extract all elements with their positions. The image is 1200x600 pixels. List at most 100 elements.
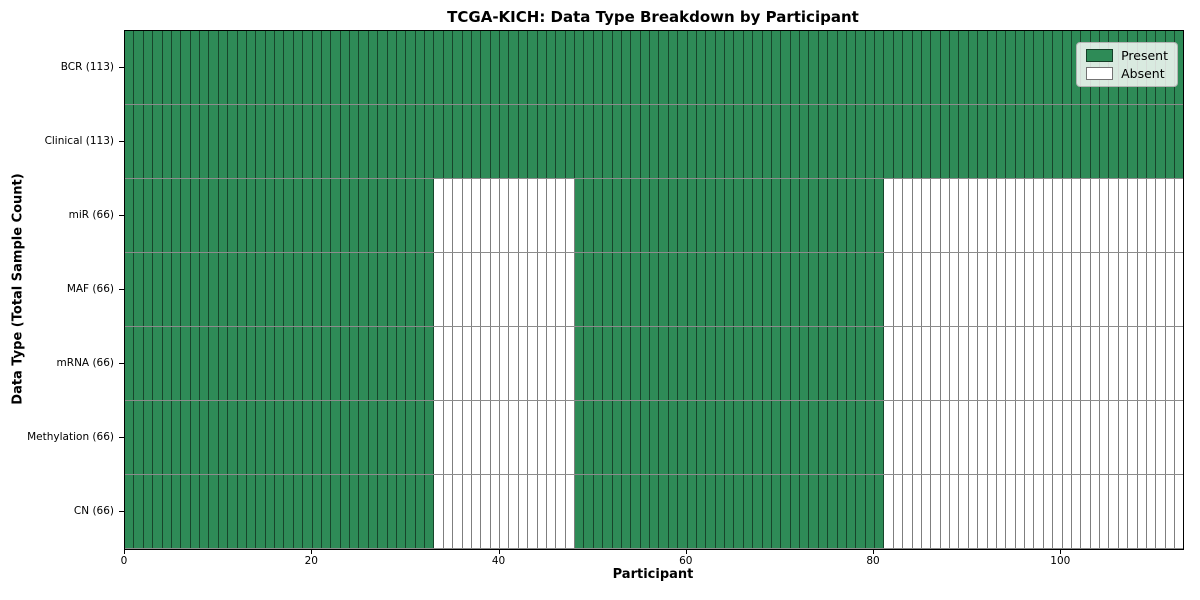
y-tick-label: BCR (113) [60, 60, 114, 73]
heatmap-cell [875, 105, 885, 178]
heatmap-cell [181, 475, 191, 548]
heatmap-cell [1100, 179, 1110, 252]
heatmap-cell [678, 253, 688, 326]
heatmap-cell [359, 31, 369, 104]
heatmap-cell [162, 253, 172, 326]
heatmap-cell [565, 179, 575, 252]
heatmap-cell [809, 31, 819, 104]
heatmap-cell [678, 327, 688, 400]
heatmap-cell [284, 327, 294, 400]
heatmap-cell [668, 105, 679, 178]
heatmap-cell [518, 253, 529, 326]
heatmap-cell [218, 179, 229, 252]
heatmap-cell [490, 401, 500, 474]
heatmap-cell [959, 31, 969, 104]
heatmap-cell [668, 31, 679, 104]
heatmap-cell [762, 475, 772, 548]
heatmap-cell [584, 475, 594, 548]
heatmap-cell [621, 31, 632, 104]
heatmap-cell [490, 327, 500, 400]
heatmap-cell [1071, 401, 1082, 474]
heatmap-cell [696, 105, 707, 178]
heatmap-cell [284, 105, 294, 178]
heatmap-cell [875, 179, 885, 252]
heatmap-cell [153, 31, 163, 104]
heatmap-cell [265, 253, 275, 326]
heatmap-cell [556, 105, 566, 178]
heatmap-cell [434, 401, 444, 474]
heatmap-cell [584, 253, 594, 326]
heatmap-cell [284, 475, 294, 548]
heatmap-cell [828, 401, 838, 474]
heatmap-cell [462, 105, 472, 178]
heatmap-cell [809, 475, 819, 548]
heatmap-cell [256, 105, 266, 178]
heatmap-cell [781, 105, 791, 178]
heatmap-cell [134, 401, 144, 474]
heatmap-cell [1006, 253, 1016, 326]
heatmap-cell [209, 31, 219, 104]
heatmap-cell [134, 475, 144, 548]
heatmap-cell [1128, 179, 1138, 252]
heatmap-cell [1034, 179, 1044, 252]
heatmap-cell [246, 253, 257, 326]
heatmap-cell [650, 253, 660, 326]
heatmap-cell [762, 179, 772, 252]
heatmap-cell [1025, 401, 1035, 474]
heatmap-cell [715, 31, 725, 104]
heatmap-cell [565, 253, 575, 326]
heatmap-cell [659, 105, 669, 178]
heatmap-cell [931, 105, 941, 178]
heatmap-cell [818, 105, 829, 178]
heatmap-cell [921, 179, 932, 252]
absent-swatch [1086, 67, 1114, 80]
heatmap-cell [462, 475, 472, 548]
heatmap-cell [537, 31, 547, 104]
heatmap-cell [546, 253, 557, 326]
heatmap-cell [884, 401, 894, 474]
heatmap-cell [950, 401, 960, 474]
heatmap-cell [968, 475, 979, 548]
heatmap-cell [509, 401, 519, 474]
heatmap-cell [1043, 179, 1054, 252]
heatmap-cell [265, 179, 275, 252]
x-tick-mark [311, 549, 313, 554]
heatmap-cell [631, 31, 641, 104]
heatmap-cell [321, 31, 332, 104]
heatmap-cell [1109, 401, 1119, 474]
heatmap-cell [256, 475, 266, 548]
heatmap-cell [125, 401, 135, 474]
heatmap-cell [500, 475, 510, 548]
heatmap-cell [209, 401, 219, 474]
heatmap-cell [790, 105, 800, 178]
heatmap-cell [162, 401, 172, 474]
heatmap-cell [828, 179, 838, 252]
plot-area: Present Absent [124, 30, 1184, 550]
heatmap-cell [753, 31, 763, 104]
heatmap-cell [1015, 179, 1025, 252]
heatmap-cell [565, 401, 575, 474]
heatmap-cell [171, 31, 182, 104]
heatmap-cell [818, 179, 829, 252]
heatmap-cell [865, 475, 875, 548]
heatmap-cell [453, 253, 463, 326]
heatmap-cell [256, 327, 266, 400]
heatmap-cell [893, 327, 904, 400]
heatmap-cell [200, 327, 210, 400]
heatmap-cell [575, 31, 585, 104]
heatmap-cell [621, 327, 632, 400]
heatmap-cell [406, 327, 416, 400]
heatmap-cell [790, 253, 800, 326]
heatmap-cell [1128, 253, 1138, 326]
heatmap-cell [978, 179, 988, 252]
x-tick-label: 40 [491, 555, 506, 567]
heatmap-cell [546, 475, 557, 548]
heatmap-cell [940, 327, 950, 400]
heatmap-cell [800, 179, 810, 252]
heatmap-cell [1175, 179, 1184, 252]
heatmap-cell [828, 105, 838, 178]
heatmap-cell [856, 105, 866, 178]
heatmap-cell [528, 327, 538, 400]
heatmap-cell [1090, 475, 1100, 548]
heatmap-cell [575, 253, 585, 326]
